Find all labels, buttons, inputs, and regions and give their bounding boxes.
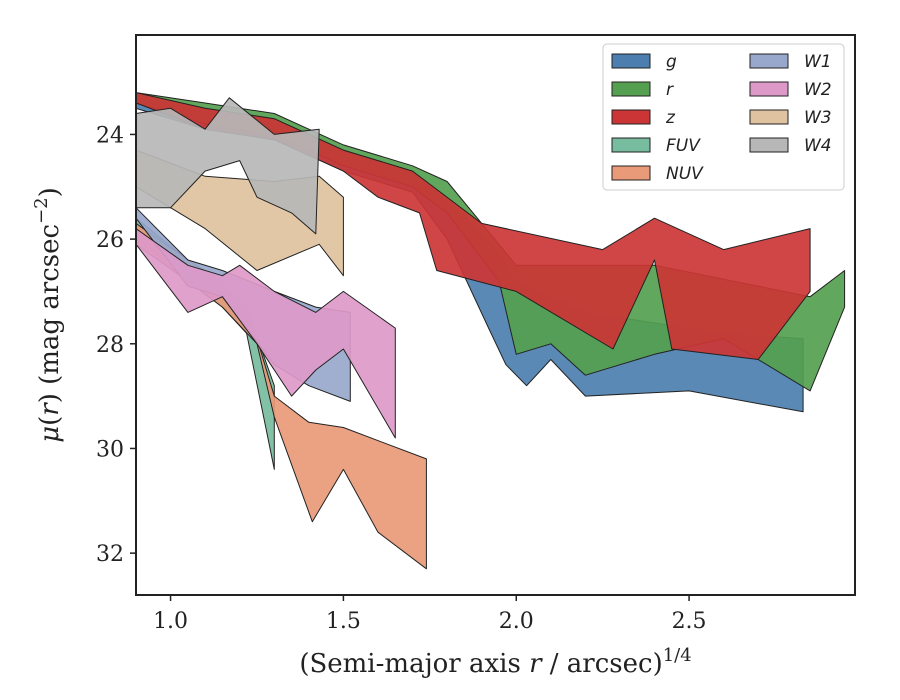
y-axis-title: μ(r) (mag arcsec−2) [31, 187, 65, 443]
x-tick-label: 1.0 [153, 609, 188, 634]
x-tick-label: 2.5 [672, 609, 707, 634]
y-tick-label: 28 [96, 333, 124, 358]
x-tick-label: 2.0 [499, 609, 534, 634]
legend-label-nuv: NUV [666, 164, 704, 184]
legend-swatch-w3 [749, 109, 789, 125]
legend-swatch-r [611, 81, 651, 97]
y-tick-label: 24 [96, 123, 124, 148]
legend-box [602, 43, 845, 191]
legend-label-w1: W1 [804, 52, 832, 72]
x-axis-title: (Semi-major axis r / arcsec)1/4 [299, 645, 691, 679]
band-z [136, 92, 811, 360]
legend-label-g: g [666, 52, 677, 72]
legend-swatch-z [611, 109, 651, 125]
legend-swatch-fuv [611, 137, 651, 153]
legend-swatch-g [611, 53, 651, 69]
x-tick-label: 1.5 [326, 609, 361, 634]
y-tick-label: 32 [96, 542, 124, 567]
legend-label-w2: W2 [804, 80, 832, 100]
legend-label-w4: W4 [804, 136, 832, 156]
legend-swatch-w2 [749, 81, 789, 97]
legend-swatch-w1 [749, 53, 789, 69]
legend-label-r: r [666, 80, 674, 100]
legend-label-fuv: FUV [666, 136, 701, 156]
series-layer [136, 92, 846, 570]
ticks-layer: 1.0 1.5 2.0 2.5 24 26 28 30 32 [96, 123, 707, 634]
band-w4 [136, 97, 320, 235]
legend-swatch-w4 [749, 137, 789, 153]
plot-frame [135, 34, 856, 596]
legend: grz FUV NUV W1 W2 W3 W4 [602, 43, 845, 191]
y-tick-label: 30 [96, 437, 124, 462]
legend-label-w3: W3 [804, 108, 832, 128]
band-w2 [136, 228, 396, 439]
y-tick-label: 26 [96, 228, 124, 253]
legend-label-z: z [665, 108, 676, 128]
legend-swatch-nuv [611, 165, 651, 181]
